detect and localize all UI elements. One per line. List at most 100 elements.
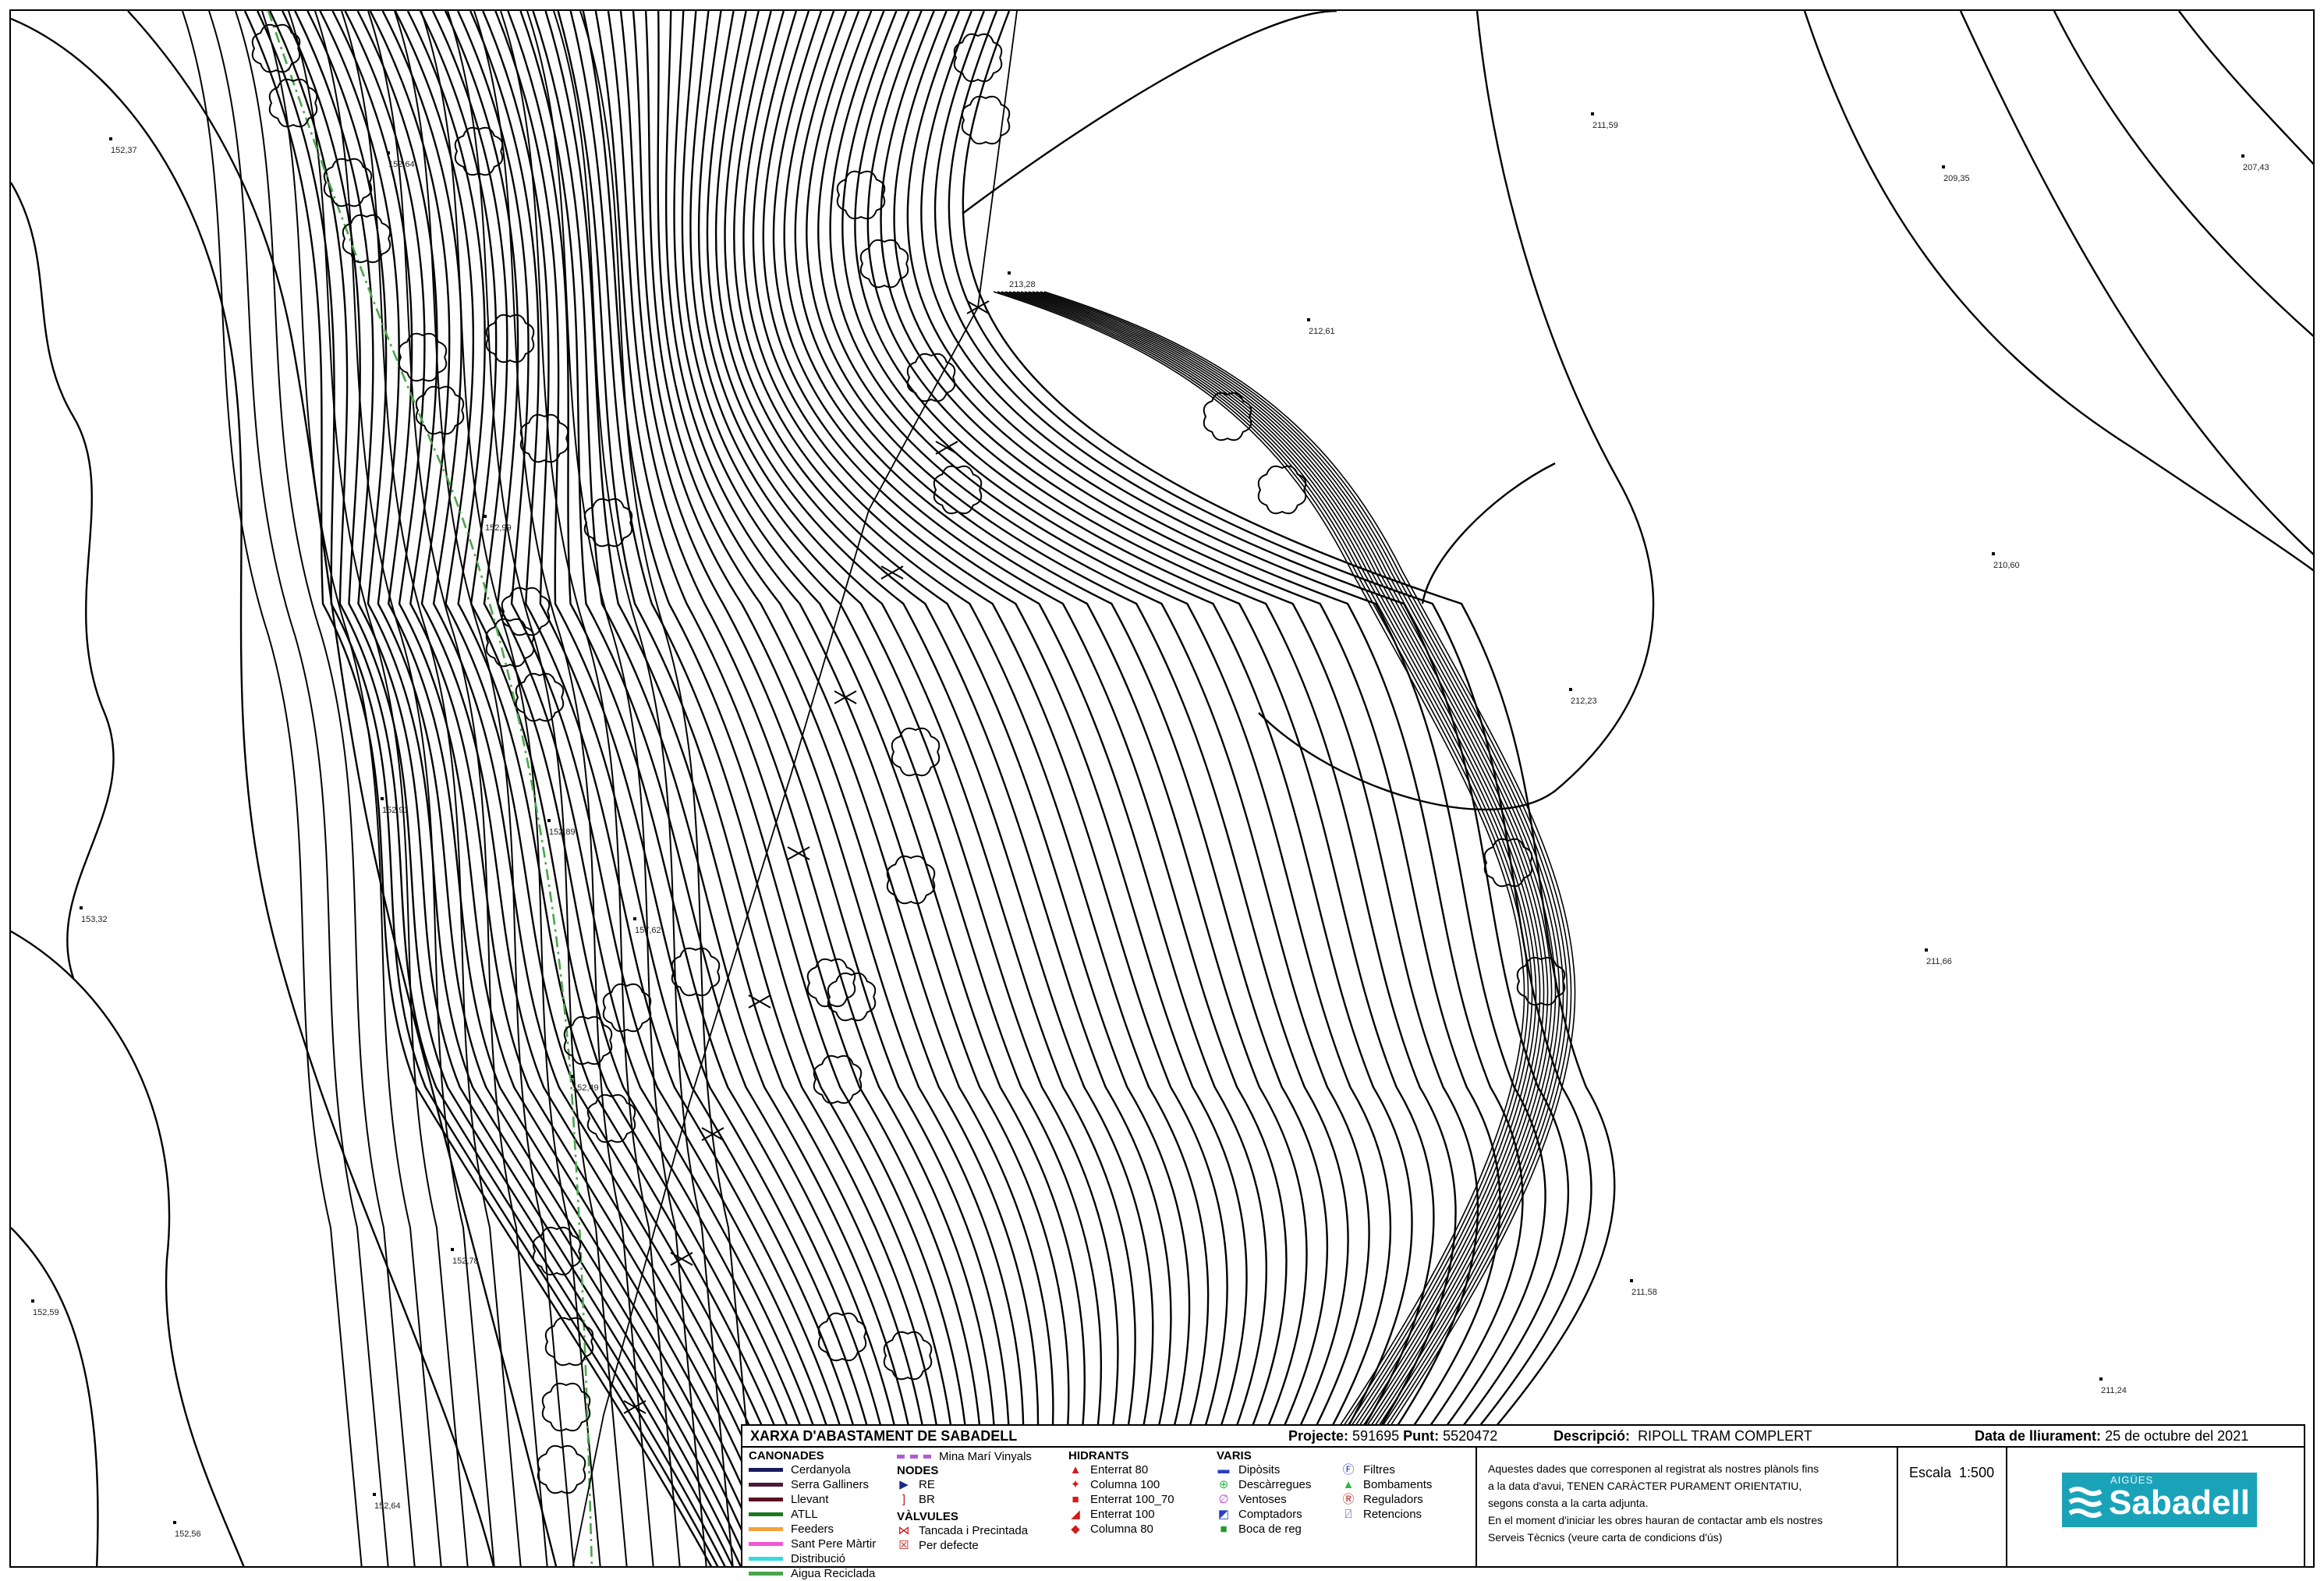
terrain-outline (1258, 11, 1655, 811)
terrain-outline (1803, 11, 2313, 572)
description-value: RIPOLL TRAM COMPLERT (1638, 1428, 1812, 1444)
contour-line (594, 11, 984, 1566)
tree-icon (813, 1055, 863, 1104)
legend-symbol-icon: ◆ (1071, 1523, 1080, 1536)
legend-symbol-icon: ✦ (1070, 1478, 1081, 1491)
point-label: Punt: (1403, 1428, 1440, 1444)
legend-item: ☒ Per defecte (897, 1538, 1032, 1553)
logo-small-text: AIGÜES (2110, 1474, 2154, 1486)
contour-line (619, 11, 1011, 1566)
tree-icon (671, 947, 721, 997)
legend-symbol-icon: Ⓕ (1342, 1463, 1355, 1476)
legend-item: Sant Pere Màrtir (749, 1537, 876, 1551)
tree-icon (886, 855, 936, 905)
contour-line (256, 11, 719, 1566)
pipe-tick (834, 690, 857, 704)
line-swatch (749, 1512, 783, 1516)
legend-panel: XARXA D'ABASTAMENT DE SABADELL Projecte:… (741, 1424, 2305, 1580)
tree-icon (398, 332, 448, 382)
notice-line: En el moment d'iniciar les obres hauran … (1488, 1514, 1823, 1526)
tree-icon (1483, 838, 1533, 888)
spot-height-label: 207,43 (2243, 163, 2269, 172)
contour-line (269, 11, 726, 1566)
tree-icon (532, 1226, 582, 1276)
legend-label: Feeders (791, 1523, 834, 1536)
logo-box: AIGÜES Sabadell (2006, 1448, 2304, 1568)
tree-icon (544, 1317, 594, 1367)
contour-line (880, 11, 1479, 1566)
legend-item: Mina Marí Vinyals (897, 1449, 1032, 1464)
contour-line (500, 11, 681, 1566)
legend-label: Sant Pere Màrtir (791, 1537, 877, 1551)
contour-line (235, 11, 416, 1566)
spot-height-label: 211,58 (1631, 1288, 1657, 1297)
contour-line (697, 11, 1136, 1566)
spot-height-label: 152,91 (382, 806, 409, 815)
recycled-water-pipe (267, 11, 593, 1566)
legend-hidrants: HIDRANTS ▲ Enterrat 80 ✦ Columna 100 ■ Enterr… (1068, 1449, 1174, 1537)
spot-height-marker (571, 1075, 574, 1078)
pipe-tick (670, 1252, 693, 1266)
topographic-map[interactable]: 152,37 152,64 152,91 153,32 157,62 152,49 152,… (11, 11, 2315, 1568)
notice-line: segons consta a la carta adjunta. (1488, 1497, 1649, 1509)
contour-line (752, 11, 1248, 1566)
contour-line (557, 11, 948, 1566)
legend-label: Ventoses (1238, 1493, 1287, 1506)
tree-icon (515, 672, 565, 722)
scale-box: Escala 1:500 (1897, 1448, 2006, 1568)
date-label: Data de lliurament: (1975, 1428, 2102, 1444)
legend-label: Boca de reg (1238, 1523, 1302, 1536)
legend-label: Llevant (791, 1493, 829, 1506)
legend-item: Ⓕ Filtres (1341, 1462, 1432, 1477)
legend-label: Enterrat 80 (1090, 1463, 1149, 1476)
spot-height-label: 211,66 (1926, 957, 1952, 966)
contour-line (673, 11, 1086, 1566)
contour-line (532, 11, 925, 1566)
contour-line (1040, 291, 1572, 1566)
contour-line (344, 11, 777, 1566)
contour-line (457, 11, 863, 1566)
legend-item: ▲ Enterrat 80 (1068, 1462, 1174, 1477)
legend-label: Columna 80 (1090, 1523, 1153, 1536)
contour-line (294, 11, 742, 1566)
legend-item: Feeders (749, 1522, 876, 1537)
pipe-tick (701, 1127, 724, 1141)
contour-line (841, 11, 1413, 1566)
legend-label: Filtres (1363, 1463, 1395, 1476)
spot-height-marker (2099, 1377, 2103, 1381)
notice-line: Serveis Tècnics (veure carta de condicio… (1488, 1531, 1723, 1544)
tree-icon (806, 958, 856, 1008)
legend-varis-2: Ⓕ Filtres ▲ Bombaments Ⓡ Reguladors ⍁ Retencion… (1341, 1462, 1432, 1522)
contour-line (829, 11, 1392, 1566)
map-frame: 152,37 152,64 152,91 153,32 157,62 152,49 152,… (9, 9, 2315, 1568)
tree-icon (961, 95, 1011, 145)
contour-line (494, 11, 894, 1566)
legend-symbol-icon: ◩ (1217, 1508, 1230, 1521)
terrain-outline (1959, 11, 2313, 555)
contour-line (772, 11, 1288, 1566)
terrain-outline (11, 182, 115, 979)
line-swatch (749, 1572, 783, 1576)
contour-line (288, 11, 469, 1566)
tree-icon (454, 126, 504, 176)
legend-symbol-icon: ◢ (1071, 1508, 1080, 1521)
legend-label: Dipòsits (1238, 1463, 1281, 1476)
legend-item: ✦ Columna 100 (1068, 1477, 1174, 1492)
line-swatch (749, 1527, 783, 1531)
spot-height-label: 152,49 (572, 1083, 599, 1093)
spot-height-label: 212,23 (1571, 697, 1597, 706)
spot-heights: 152,37 152,64 152,91 153,32 157,62 152,49 152,… (31, 112, 2269, 1539)
contour-line (742, 11, 1228, 1566)
legend-item: ■ Boca de reg (1217, 1522, 1311, 1537)
line-swatch (749, 1542, 783, 1546)
line-swatch (749, 1468, 783, 1472)
contour-line (893, 11, 1501, 1566)
line-swatch (749, 1557, 783, 1561)
legend-label: Distribució (791, 1552, 846, 1565)
spot-height-marker (381, 797, 384, 800)
terrain-outline (2053, 11, 2313, 338)
tree-icon (323, 158, 373, 207)
legend-label: Comptadors (1238, 1508, 1302, 1521)
contour-line (579, 11, 760, 1566)
contour-line (306, 11, 750, 1566)
